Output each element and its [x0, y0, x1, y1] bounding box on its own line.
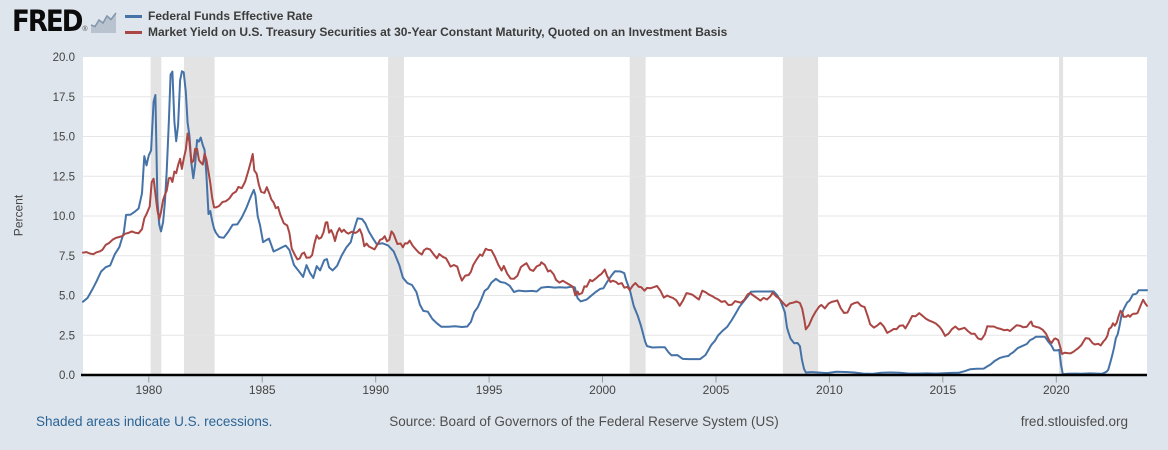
x-axis-tick-label: 2000 — [589, 383, 616, 397]
x-axis-tick-label: 2020 — [1043, 383, 1070, 397]
x-axis-tick-label: 2010 — [816, 383, 843, 397]
series-line-1 — [82, 132, 1148, 355]
chart-footer: Shaded areas indicate U.S. recessions. S… — [0, 414, 1168, 438]
legend-item-fedfunds[interactable]: Federal Funds Effective Rate — [125, 8, 727, 24]
y-axis-tick-label: 15.0 — [53, 132, 75, 144]
legend-label-fedfunds: Federal Funds Effective Rate — [148, 9, 313, 23]
legend-swatch-red — [125, 30, 142, 34]
legend-label-30yr-treasury: Market Yield on U.S. Treasury Securities… — [148, 25, 728, 39]
x-axis-tick-label: 1980 — [135, 383, 162, 397]
y-axis-tick-label: 17.5 — [53, 92, 75, 104]
x-axis-tick-label: 1990 — [362, 383, 389, 397]
y-axis-title: Percent — [11, 194, 26, 237]
y-axis-tick-label: 0.0 — [59, 370, 75, 382]
y-axis-tick-label: 2.5 — [59, 330, 75, 342]
y-axis-tick-label: 20.0 — [53, 52, 75, 64]
registered-trademark: ® — [82, 26, 88, 33]
legend-item-30yr-treasury[interactable]: Market Yield on U.S. Treasury Securities… — [125, 24, 727, 40]
x-axis-tick-label: 1995 — [476, 383, 503, 397]
fred-site-link[interactable]: fred.stlouisfed.org — [1020, 414, 1128, 429]
y-axis-tick-label: 10.0 — [53, 211, 75, 223]
source-text: Source: Board of Governors of the Federa… — [389, 414, 779, 429]
fred-logo-text: FRED — [12, 4, 83, 38]
y-axis-tick-label: 5.0 — [59, 291, 75, 303]
legend-swatch-blue — [125, 14, 142, 18]
y-axis-tick-label: 7.5 — [59, 251, 75, 263]
x-axis-tick-label: 1985 — [249, 383, 276, 397]
y-axis-tick-label: 12.5 — [53, 171, 75, 183]
x-axis-tick-label: 2015 — [929, 383, 956, 397]
chart-legend: Federal Funds Effective Rate Market Yiel… — [125, 8, 727, 40]
series-line-0 — [82, 70, 1148, 376]
fred-logo[interactable]: FRED ® — [12, 6, 117, 36]
x-axis-tick-label: 2005 — [703, 383, 730, 397]
sparkline-chart-icon — [90, 12, 117, 33]
chart-header: FRED ® Federal Funds Effective Rate Mark… — [0, 0, 1168, 50]
recession-note-link[interactable]: Shaded areas indicate U.S. recessions. — [36, 414, 273, 429]
